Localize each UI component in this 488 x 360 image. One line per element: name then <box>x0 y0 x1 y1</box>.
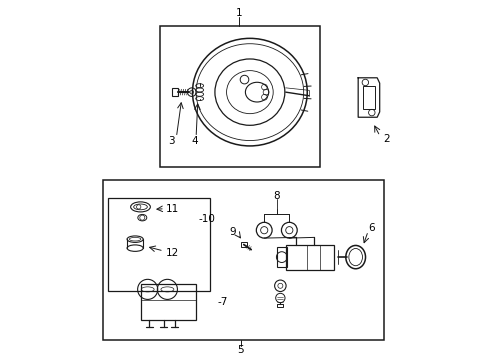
Text: -10: -10 <box>198 215 215 224</box>
Text: 11: 11 <box>166 204 179 214</box>
Bar <box>171 88 178 96</box>
Bar <box>285 244 333 270</box>
Bar <box>140 284 196 320</box>
Text: 8: 8 <box>273 191 280 201</box>
Bar <box>160 26 319 167</box>
Bar <box>276 247 286 267</box>
Bar <box>108 198 210 291</box>
Bar <box>277 304 283 307</box>
Text: 4: 4 <box>191 136 197 145</box>
Text: 2: 2 <box>382 134 388 144</box>
Text: 12: 12 <box>166 248 179 258</box>
Text: -7: -7 <box>217 297 228 307</box>
Text: 3: 3 <box>167 136 174 145</box>
Text: 1: 1 <box>235 8 242 18</box>
Bar <box>102 180 384 339</box>
Bar <box>362 86 375 109</box>
Text: 5: 5 <box>237 345 244 355</box>
Text: 6: 6 <box>368 224 374 233</box>
Bar <box>241 242 246 247</box>
Text: 9: 9 <box>229 227 236 237</box>
